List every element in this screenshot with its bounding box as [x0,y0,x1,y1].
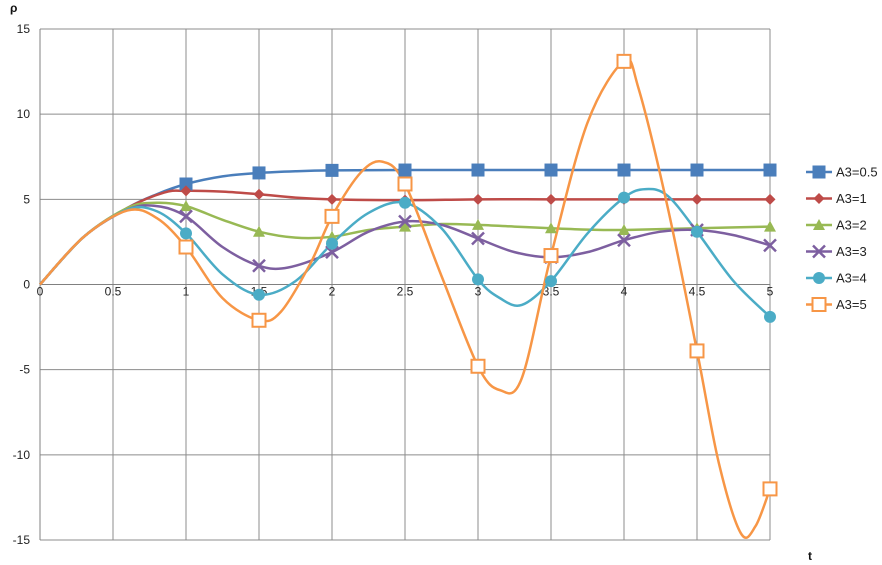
data-point-A3=4 [691,225,703,238]
series-markers [178,53,778,497]
data-point-A3=4 [326,237,338,250]
data-point-A3=2 [545,222,557,234]
data-point-A3=1 [764,193,776,205]
marker-stroke [398,214,412,229]
y-tick-label: -10 [13,448,31,462]
data-point-A3=0.5 [617,163,631,177]
data-point-A3=2 [472,218,484,230]
legend-label: A3=0.5 [836,165,878,180]
data-point-A3=3 [617,233,631,248]
data-point-A3=0.5 [763,163,777,177]
y-tick-label: 0 [23,278,30,292]
legend-label: A3=1 [836,191,867,206]
x-tick-label: 4 [621,284,628,298]
marker-stroke [471,231,485,246]
data-point-A3=0.5 [544,163,558,177]
data-point-A3=0.5 [471,163,485,177]
data-point-A3=0.5 [398,163,412,177]
y-tick-label: 10 [17,107,31,121]
legend-label: A3=5 [836,297,867,312]
x-tick-label: 0 [37,284,44,298]
marker-stroke [617,233,631,248]
data-point-A3=5 [616,53,632,69]
x-tick-label: 2.5 [397,284,414,298]
legend-label: A3=3 [836,244,867,259]
data-point-A3=0.5 [325,163,339,177]
data-point-A3=5 [324,208,340,224]
x-tick-label: 3 [475,284,482,298]
data-point-A3=3 [763,238,777,253]
marker-stroke [812,244,826,259]
x-tick-label: 1 [183,284,190,298]
data-point-A3=4 [618,191,630,204]
legend-marker [812,165,826,179]
x-tick-label: 0.5 [105,284,122,298]
data-point-A3=2 [764,220,776,232]
legend-marker [813,272,825,284]
data-point-A3=0.5 [252,166,266,180]
legend-marker [813,219,825,230]
marker-stroke [252,258,266,273]
data-point-A3=1 [691,193,703,205]
legend: A3=0.5 A3=1 A3=2 A3=3 A3=4 A3=5 [806,165,878,312]
data-point-A3=1 [472,193,484,205]
data-point-A3=2 [180,200,192,212]
y-axis-title: ρ [10,1,17,15]
x-tick-label: 2 [329,284,336,298]
series-line-A3=1 [39,189,770,286]
marker-stroke [179,209,193,224]
data-point-A3=5 [470,358,486,374]
data-point-A3=1 [253,188,265,200]
data-point-A3=2 [618,223,630,235]
data-point-A3=5 [178,239,194,255]
legend-marker [811,297,827,312]
legend-label: A3=4 [836,271,867,286]
data-point-A3=3 [471,231,485,246]
data-point-A3=5 [543,248,559,264]
data-point-A3=1 [180,185,192,197]
marker-stroke [763,238,777,253]
data-point-A3=5 [762,481,778,497]
data-point-A3=3 [252,258,266,273]
data-point-A3=2 [399,220,411,232]
data-point-A3=0.5 [690,163,704,177]
data-point-A3=4 [472,273,484,286]
data-point-A3=4 [253,288,265,301]
data-point-A3=3 [325,245,339,260]
data-point-A3=1 [545,193,557,205]
x-tick-label: 3.5 [543,284,560,298]
data-point-A3=4 [399,196,411,209]
x-tick-label: 5 [767,284,774,298]
data-point-A3=4 [180,227,192,240]
y-tick-label: -15 [13,533,31,547]
data-point-A3=5 [689,343,705,359]
data-point-A3=2 [253,225,265,237]
y-tick-label: 15 [17,22,31,36]
marker-stroke [325,245,339,260]
data-point-A3=4 [545,275,557,288]
series-line-A3=4 [39,187,771,318]
legend-marker [812,244,826,259]
data-point-A3=1 [326,193,338,205]
legend-marker [813,193,825,204]
legend-label: A3=2 [836,218,867,233]
data-point-A3=3 [398,214,412,229]
data-point-A3=5 [397,176,413,192]
data-point-A3=4 [764,310,776,323]
y-tick-label: -5 [19,363,30,377]
data-point-A3=5 [251,312,267,328]
x-axis-title: t [808,549,812,563]
x-tick-label: 4.5 [689,284,706,298]
data-point-A3=3 [179,209,193,224]
y-tick-label: 5 [23,192,30,206]
